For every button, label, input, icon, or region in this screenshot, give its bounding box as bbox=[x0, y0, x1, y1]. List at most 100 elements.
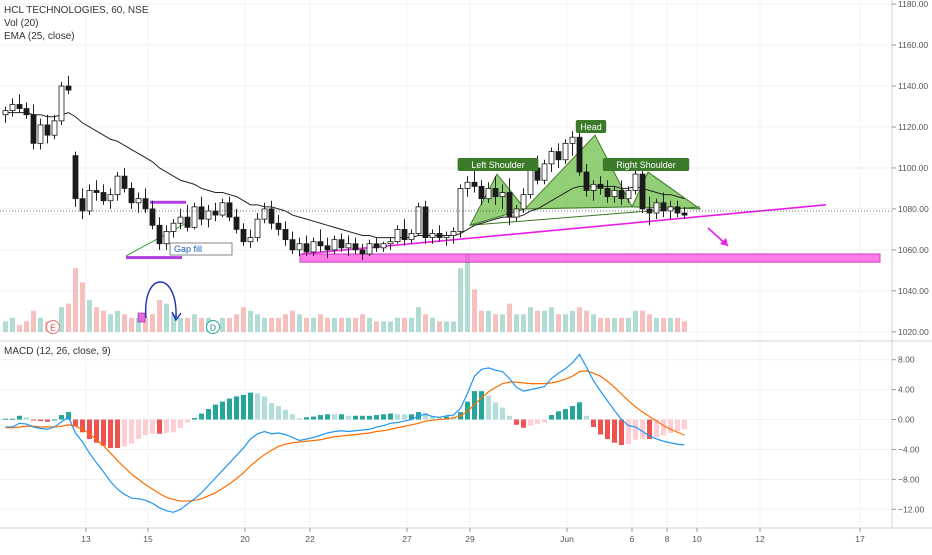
candle-up bbox=[541, 163, 548, 181]
time-tick-label: 17 bbox=[855, 534, 865, 544]
candle-down bbox=[79, 198, 86, 212]
volume-bar bbox=[409, 317, 414, 332]
volume-bar bbox=[570, 310, 575, 332]
macd-histogram-bar bbox=[360, 415, 365, 420]
candle-down bbox=[618, 190, 625, 200]
macd-histogram-bar bbox=[325, 414, 330, 420]
volume-bar bbox=[549, 307, 554, 332]
time-tick-label: 12 bbox=[755, 534, 765, 544]
macd-histogram-bar bbox=[17, 415, 22, 420]
macd-histogram-bar bbox=[297, 418, 302, 420]
macd-histogram-bar bbox=[164, 419, 169, 434]
label-left-shoulder-bg bbox=[457, 158, 539, 171]
candle-down bbox=[156, 224, 163, 245]
candle-up bbox=[310, 241, 317, 253]
price-tick-label: 1080.00 bbox=[898, 204, 929, 214]
macd-histogram-bar bbox=[262, 396, 267, 420]
volume-legend: Vol (20) bbox=[4, 18, 39, 29]
volume-bar bbox=[346, 317, 351, 332]
volume-bar bbox=[542, 310, 547, 332]
macd-tick-label: −8.00 bbox=[898, 474, 920, 484]
candle-up bbox=[380, 243, 387, 249]
candle-down bbox=[268, 208, 275, 224]
volume-bar bbox=[332, 317, 337, 332]
volume-bar bbox=[10, 317, 15, 332]
volume-bar bbox=[199, 317, 204, 332]
candle-down bbox=[317, 241, 324, 247]
candle-up bbox=[590, 183, 597, 191]
volume-bar bbox=[486, 310, 491, 332]
volume-bar bbox=[437, 321, 442, 332]
macd-histogram-bar bbox=[304, 417, 309, 420]
macd-histogram-bar bbox=[157, 419, 162, 434]
candle-up bbox=[51, 120, 58, 136]
volume-bar bbox=[493, 314, 498, 332]
macd-histogram-bar bbox=[101, 419, 106, 446]
macd-histogram-bar bbox=[31, 419, 36, 421]
macd-histogram-bar bbox=[605, 419, 610, 439]
macd-tick-label: 4.00 bbox=[898, 385, 915, 395]
volume-bar bbox=[339, 317, 344, 332]
projection-arrowhead bbox=[720, 238, 728, 246]
volume-bar bbox=[682, 321, 687, 332]
candle-down bbox=[604, 188, 611, 198]
macd-histogram-bar bbox=[115, 419, 120, 448]
volume-bar bbox=[73, 268, 78, 332]
volume-bar bbox=[38, 317, 43, 332]
price-tick-label: 1140.00 bbox=[898, 81, 928, 91]
volume-bar bbox=[367, 317, 372, 332]
macd-histogram-bar bbox=[241, 394, 246, 420]
candle-up bbox=[254, 218, 261, 238]
volume-bar bbox=[185, 317, 190, 332]
candle-up bbox=[345, 243, 352, 249]
volume-bar bbox=[654, 317, 659, 332]
candle-down bbox=[576, 136, 583, 173]
candle-up bbox=[9, 104, 16, 112]
volume-bar bbox=[472, 289, 477, 332]
macd-histogram-bar bbox=[227, 398, 232, 420]
volume-bar bbox=[311, 317, 316, 332]
volume-bar bbox=[577, 307, 582, 332]
candle-down bbox=[373, 243, 380, 249]
macd-tick-label: 8.00 bbox=[898, 355, 915, 365]
candle-up bbox=[513, 208, 520, 218]
price-tick-label: 1020.00 bbox=[898, 327, 929, 337]
macd-histogram-bar bbox=[290, 414, 295, 420]
dividend-marker-label: D bbox=[210, 323, 216, 333]
volume-bar bbox=[129, 317, 134, 332]
label-head: Head bbox=[580, 122, 602, 132]
macd-histogram-bar bbox=[633, 419, 638, 440]
volume-bar bbox=[24, 321, 29, 332]
volume-bar bbox=[626, 317, 631, 332]
macd-histogram-bar bbox=[661, 419, 666, 436]
volume-bar bbox=[661, 317, 666, 332]
candle-down bbox=[240, 228, 247, 243]
macd-histogram-bar bbox=[402, 414, 407, 420]
candle-down bbox=[275, 222, 282, 230]
macd-histogram-bar bbox=[654, 419, 659, 438]
macd-histogram-bar bbox=[3, 418, 8, 420]
volume-bar bbox=[157, 300, 162, 332]
neckline-trendline bbox=[301, 204, 827, 255]
volume-bar bbox=[668, 317, 673, 332]
price-tick-label: 1060.00 bbox=[898, 245, 929, 255]
volume-bar bbox=[325, 317, 330, 332]
macd-histogram-bar bbox=[234, 396, 239, 420]
candle-up bbox=[625, 190, 632, 200]
macd-histogram-bar bbox=[136, 419, 141, 439]
volume-bar bbox=[598, 317, 603, 332]
macd-histogram-bar bbox=[283, 409, 288, 420]
volume-bar bbox=[297, 314, 302, 332]
candle-down bbox=[352, 243, 359, 251]
time-tick-label: 6 bbox=[630, 534, 635, 544]
volume-bar bbox=[528, 307, 533, 332]
candle-up bbox=[520, 194, 527, 210]
macd-signal-line bbox=[5, 370, 685, 502]
volume-bar bbox=[262, 317, 267, 332]
macd-histogram-bar bbox=[486, 395, 491, 420]
macd-histogram-bar bbox=[374, 415, 379, 420]
volume-bar bbox=[423, 314, 428, 332]
volume-bar bbox=[556, 314, 561, 332]
macd-histogram-bar bbox=[80, 419, 85, 433]
